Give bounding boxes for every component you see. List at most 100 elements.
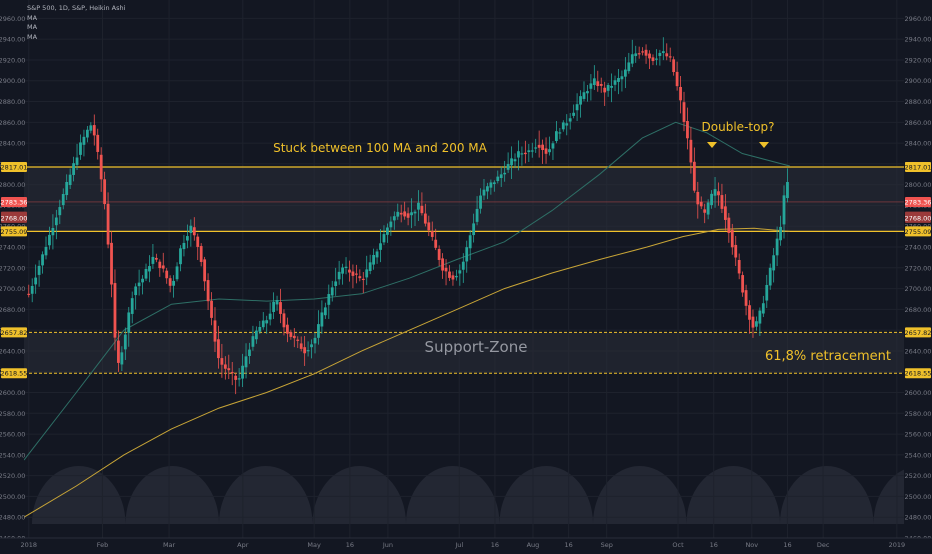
- candle-body: [638, 53, 641, 54]
- candle-body: [534, 147, 537, 148]
- resistance-zone: [24, 167, 904, 231]
- annotations: Stuck between 100 MA and 200 MA Double-t…: [273, 120, 891, 364]
- candle-body: [738, 260, 741, 273]
- volume-arc: [219, 466, 313, 524]
- candle-body: [507, 164, 510, 170]
- candle-body: [334, 281, 337, 286]
- candle-body: [258, 327, 261, 332]
- y-tick-label-right: 2480.00: [905, 514, 932, 522]
- candle-body: [562, 122, 565, 129]
- candle-body: [621, 76, 624, 79]
- x-tick-label: 2018: [20, 541, 37, 549]
- y-tick-label-right: 2840.00: [905, 140, 932, 148]
- candle-body: [607, 85, 610, 91]
- y-tick-label-right: 2600.00: [905, 389, 932, 397]
- y-tick-label-right: 2700.00: [905, 285, 932, 293]
- y-tick-label-left: 2540.00: [0, 451, 25, 459]
- y-tick-label-left: 2700.00: [0, 285, 25, 293]
- candle-body: [452, 275, 455, 279]
- candle-body: [489, 182, 492, 187]
- x-tick-label: 16: [783, 541, 791, 549]
- price-2-value-left: 2768.00: [1, 214, 28, 222]
- candle-body: [134, 286, 137, 295]
- candle-body: [531, 150, 534, 151]
- level-resistance-upper-value-left: 2817.01: [1, 163, 28, 171]
- y-tick-label-left: 2520.00: [0, 472, 25, 480]
- candle-body: [762, 303, 765, 313]
- candle-body: [352, 272, 355, 276]
- candle-body: [689, 140, 692, 163]
- level-support-upper-value-right: 2657.82: [905, 329, 932, 337]
- candle-body: [407, 213, 410, 217]
- candle-body: [107, 204, 110, 245]
- candle-body: [445, 268, 448, 272]
- candle-body: [93, 125, 96, 135]
- candle-body: [365, 269, 368, 277]
- candle-body: [727, 218, 730, 233]
- candle-body: [38, 266, 41, 275]
- candle-body: [362, 279, 365, 280]
- candle-body: [124, 335, 127, 350]
- candle-body: [162, 265, 165, 268]
- volume-arc: [126, 466, 220, 524]
- y-tick-label-right: 2580.00: [905, 410, 932, 418]
- candle-body: [307, 350, 310, 351]
- y-tick-label-left: 2800.00: [0, 181, 25, 189]
- x-tick-label: 16: [565, 541, 573, 549]
- x-tick-label: Dec: [817, 541, 830, 549]
- candle-body: [624, 70, 627, 77]
- level-support-lower-value-right: 2618.55: [905, 370, 932, 378]
- candle-body: [748, 305, 751, 320]
- support-zone-label: Support-Zone: [425, 338, 528, 356]
- level-resistance-lower-value-left: 2755.09: [1, 228, 28, 236]
- candle-body: [72, 163, 75, 175]
- y-tick-label-left: 2500.00: [0, 493, 25, 501]
- candle-body: [341, 267, 344, 273]
- x-tick-label: 16: [491, 541, 499, 549]
- candle-body: [724, 206, 727, 220]
- level-support-upper-value-left: 2657.82: [1, 329, 28, 337]
- candle-body: [486, 186, 489, 191]
- x-tick-label: Jun: [382, 541, 393, 549]
- candle-body: [631, 54, 634, 63]
- y-tick-label-right: 2960.00: [905, 15, 932, 23]
- candle-body: [234, 376, 237, 380]
- x-tick-label: Mar: [163, 541, 176, 549]
- candle-body: [441, 258, 444, 270]
- candle-body: [179, 248, 182, 264]
- candle-body: [634, 53, 637, 56]
- candle-body: [31, 286, 34, 294]
- candle-body: [645, 50, 648, 56]
- candle-body: [245, 356, 248, 367]
- candle-body: [324, 307, 327, 315]
- candle-body: [700, 202, 703, 207]
- candle-body: [603, 88, 606, 93]
- x-axis-bg: [0, 538, 932, 550]
- x-tick-label: Feb: [97, 541, 109, 549]
- candle-body: [686, 121, 689, 138]
- x-tick-label: Jul: [454, 541, 463, 549]
- candle-body: [541, 145, 544, 150]
- volume-arc: [313, 466, 407, 524]
- y-tick-label-left: 2900.00: [0, 77, 25, 85]
- candle-body: [248, 350, 251, 356]
- candle-body: [83, 137, 86, 145]
- candle-body: [220, 358, 223, 365]
- candle-body: [272, 302, 275, 312]
- candle-body: [569, 118, 572, 121]
- candle-body: [131, 298, 134, 314]
- candle-body: [210, 301, 213, 318]
- x-tick-label: May: [307, 541, 321, 549]
- candle-body: [331, 287, 334, 295]
- candle-body: [538, 145, 541, 148]
- candle-body: [152, 257, 155, 264]
- candle-body: [586, 91, 589, 93]
- candle-body: [752, 317, 755, 328]
- y-tick-label-right: 2860.00: [905, 119, 932, 127]
- candle-body: [193, 227, 196, 235]
- candle-body: [141, 279, 144, 283]
- candle-body: [421, 206, 424, 213]
